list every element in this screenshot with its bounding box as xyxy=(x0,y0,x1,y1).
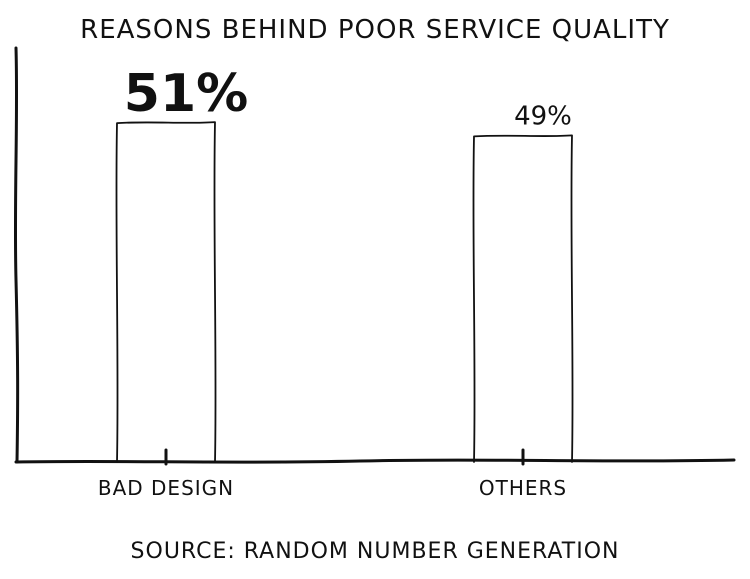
source-note: SOURCE: RANDOM NUMBER GENERATION xyxy=(131,539,620,564)
bars-layer: BAD DESIGN 51% OTHERS 49% xyxy=(98,64,574,500)
data-label: 51% xyxy=(124,64,248,124)
bar xyxy=(115,121,217,463)
x-tick-label: OTHERS xyxy=(479,476,567,500)
x-axis-line xyxy=(14,458,736,464)
data-label: 49% xyxy=(514,101,572,131)
y-axis-line xyxy=(13,46,20,464)
chart-title: REASONS BEHIND POOR SERVICE QUALITY xyxy=(80,15,670,45)
bar xyxy=(472,134,574,463)
x-tick-label: BAD DESIGN xyxy=(98,476,234,500)
